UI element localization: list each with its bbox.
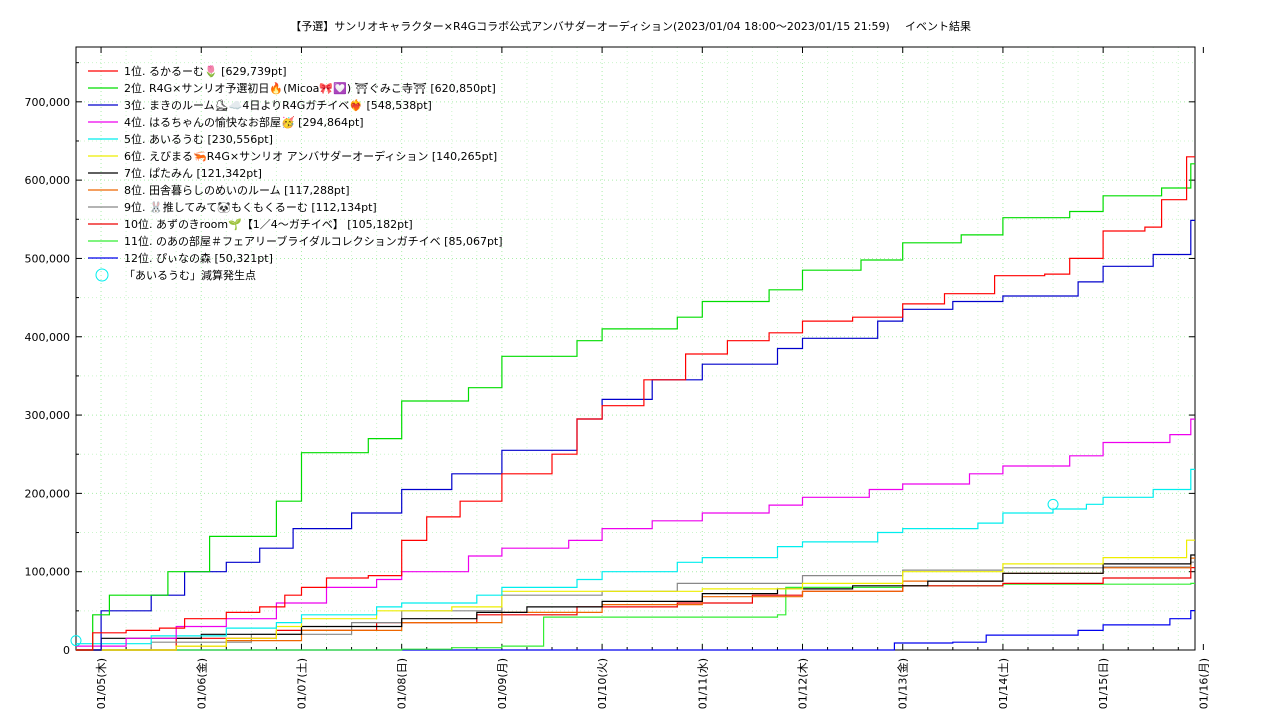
legend-entry: 4位. はるちゃんの愉快なお部屋🥳 [294,864pt] — [124, 115, 364, 129]
y-tick-label: 400,000 — [25, 331, 71, 344]
decrease-marker — [1047, 498, 1059, 510]
x-tick-label: 01/11(水) — [696, 658, 709, 709]
series-line — [76, 554, 1195, 651]
legend-entry: 6位. えびまる🦐R4G×サンリオ アンバサダーオーディション [140,265… — [124, 149, 497, 163]
legend-entry: 10位. あずのきroom🌱【1／4〜ガチイベ】 [105,182pt] — [124, 217, 413, 231]
series-line — [76, 561, 1195, 651]
series-line — [76, 610, 1195, 651]
series-line — [76, 468, 1195, 645]
series-line — [76, 156, 1195, 651]
decrease-marker — [70, 635, 82, 647]
x-tick-label: 01/16(月) — [1197, 658, 1210, 709]
legend-entry: 12位. ぴぃなの森 [50,321pt] — [124, 251, 273, 265]
series-line — [76, 418, 1195, 647]
y-tick-label: 100,000 — [25, 566, 71, 579]
y-tick-label: 200,000 — [25, 487, 71, 500]
legend-entry: 8位. 田舎暮らしのめいのルーム [117,288pt] — [124, 183, 350, 197]
legend-entry: 3位. まきのルーム⛸☁️4日よりR4Gガチイベ❤️‍🔥 [548,538pt] — [124, 98, 432, 112]
legend-entry: 9位. 🐰推してみて🐼もくもくるーむ [112,134pt] — [124, 200, 377, 214]
series-layer — [76, 156, 1195, 651]
y-axis: 0 100,000 200,000 300,000 400,000 500,000 600,… — [25, 62, 1195, 657]
legend-entry-marker: 「あいるうむ」減算発生点 — [124, 268, 256, 282]
legend-entry: 7位. ぱたみん [121,342pt] — [124, 166, 262, 180]
y-tick-label: 700,000 — [25, 96, 71, 109]
x-tick-label: 01/05(木) — [95, 658, 108, 709]
x-tick-label: 01/14(土) — [997, 658, 1010, 709]
y-tick-label: 300,000 — [25, 409, 71, 422]
legend: 1位. るかるーむ🌷 [629,739pt] 2位. R4G×サンリオ予選初日🔥(… — [88, 64, 503, 282]
x-tick-label: 01/08(日) — [396, 658, 409, 709]
x-tick-label: 01/12(木) — [797, 658, 810, 709]
legend-entry: 1位. るかるーむ🌷 [629,739pt] — [124, 64, 287, 78]
x-tick-label: 01/10(火) — [596, 658, 609, 709]
grid — [76, 47, 1195, 650]
y-tick-label: 500,000 — [25, 252, 71, 265]
legend-entry: 5位. あいるうむ [230,556pt] — [124, 132, 273, 146]
decrease-markers — [70, 498, 1059, 647]
x-tick-label: 01/06(金) — [194, 658, 208, 709]
y-tick-label: 0 — [63, 644, 70, 657]
chart-subtitle: イベント結果 — [905, 19, 971, 33]
x-tick-label: 01/07(土) — [295, 658, 308, 709]
x-tick-label: 01/15(日) — [1097, 658, 1110, 709]
series-line — [76, 539, 1195, 651]
x-tick-label: 01/13(金) — [896, 658, 910, 709]
legend-marker — [95, 268, 109, 282]
y-tick-label: 600,000 — [25, 174, 71, 187]
legend-entry: 2位. R4G×サンリオ予選初日🔥(Micoa🎀💟) ⛩ぐみこ寺⛩ [620,8… — [124, 81, 496, 95]
series-line — [76, 163, 1195, 651]
x-tick-label: 01/09(月) — [496, 658, 509, 709]
x-axis: 01/05(木) 01/06(金) 01/07(土) 01/08(日) 01/09(月)… — [95, 47, 1210, 709]
chart-title: 【予選】サンリオキャラクター×R4Gコラボ公式アンバサダーオーディション(202… — [290, 19, 890, 33]
series-line — [76, 567, 1195, 651]
series-line — [76, 219, 1195, 651]
legend-entry: 11位. のあの部屋＃フェアリーブライダルコレクションガチイベ [85,067p… — [124, 234, 503, 248]
